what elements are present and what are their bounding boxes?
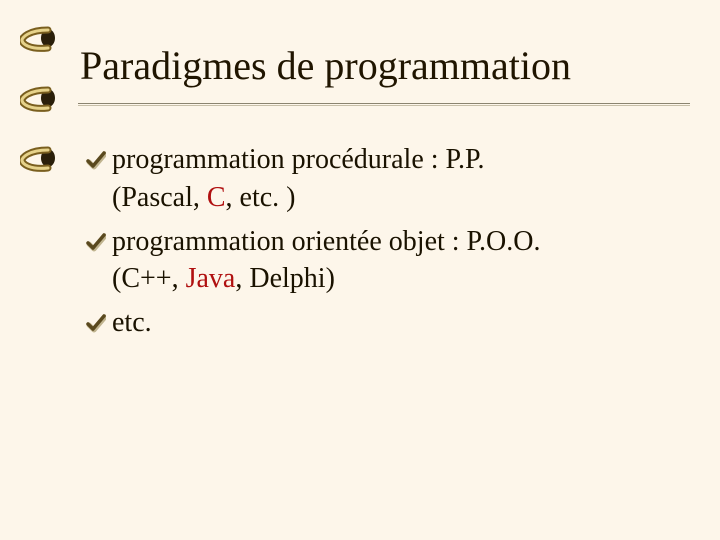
checkmark-icon <box>84 223 112 253</box>
item-line2-post: , etc. ) <box>226 182 296 213</box>
ring-2 <box>20 80 60 116</box>
list-item: etc. <box>84 304 670 342</box>
item-line2-pre: (C++, <box>112 263 186 294</box>
item-text: programmation procédurale : P.P. (Pascal… <box>112 141 484 217</box>
list-item: programmation procédurale : P.P. (Pascal… <box>84 141 670 217</box>
checkmark-icon <box>84 304 112 334</box>
item-line1: etc. <box>112 307 152 338</box>
checkmark-icon <box>84 141 112 171</box>
title-rule <box>78 103 690 107</box>
list-item: programmation orientée objet : P.O.O. (C… <box>84 223 670 299</box>
item-line2-highlight: Java <box>186 263 236 294</box>
item-text: etc. <box>112 304 152 342</box>
item-line1: programmation procédurale : P.P. <box>112 144 484 175</box>
item-line2-post: , Delphi) <box>235 263 335 294</box>
item-line1: programmation orientée objet : P.O.O. <box>112 226 540 257</box>
item-line2-pre: (Pascal, <box>112 182 207 213</box>
binder-rings <box>0 0 60 540</box>
item-line2-highlight: C <box>207 182 226 213</box>
content: programmation procédurale : P.P. (Pascal… <box>70 107 690 342</box>
slide: Paradigmes de programmation programmatio… <box>70 30 690 348</box>
slide-title: Paradigmes de programmation <box>70 30 690 97</box>
item-text: programmation orientée objet : P.O.O. (C… <box>112 223 540 299</box>
ring-3 <box>20 140 60 176</box>
ring-1 <box>20 20 60 56</box>
